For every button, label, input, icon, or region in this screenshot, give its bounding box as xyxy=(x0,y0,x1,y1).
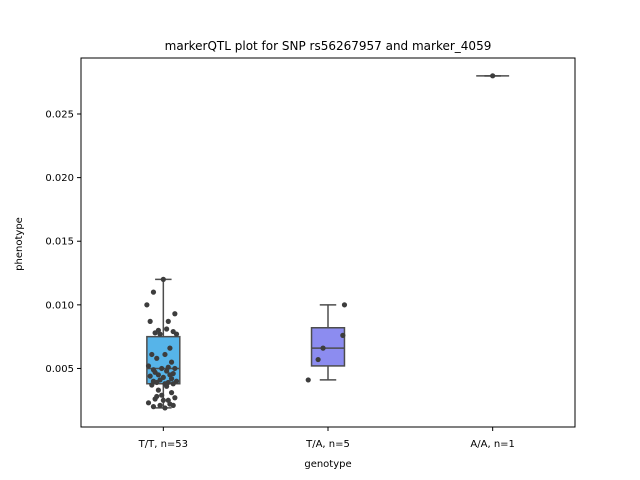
y-tick-label: 0.020 xyxy=(45,173,74,184)
data-point xyxy=(144,302,150,308)
data-point xyxy=(170,381,176,387)
data-point xyxy=(159,392,165,398)
data-point xyxy=(147,373,153,379)
data-point xyxy=(172,395,178,401)
data-point xyxy=(490,73,496,79)
plot-area xyxy=(144,73,510,411)
data-point xyxy=(167,345,173,351)
data-point xyxy=(154,355,160,361)
data-point xyxy=(150,289,157,295)
data-point xyxy=(173,331,180,337)
data-point xyxy=(159,365,165,372)
y-tick-label: 0.010 xyxy=(45,300,74,311)
y-tick-label: 0.015 xyxy=(45,237,74,248)
data-point xyxy=(172,311,178,317)
points-0 xyxy=(144,276,180,411)
data-point xyxy=(164,326,170,332)
data-point xyxy=(315,356,321,363)
data-point xyxy=(340,332,346,338)
data-point xyxy=(155,387,161,393)
chart-title: markerQTL plot for SNP rs56267957 and ma… xyxy=(165,39,492,53)
data-point xyxy=(155,372,161,378)
x-tick-label: A/A, n=1 xyxy=(470,439,515,450)
box-0 xyxy=(146,278,181,409)
points-1 xyxy=(305,302,348,383)
data-point xyxy=(168,359,175,365)
data-point xyxy=(165,318,171,324)
data-point xyxy=(168,390,175,396)
data-point xyxy=(157,402,163,408)
axes: 0.005 0.010 0.015 0.020 0.025 T/T, n=53 T/A, n… xyxy=(45,109,515,450)
data-point xyxy=(145,400,152,406)
data-point xyxy=(162,405,168,411)
y-tick-label: 0.005 xyxy=(45,364,74,375)
data-point xyxy=(341,302,348,308)
data-point xyxy=(145,363,152,369)
data-point xyxy=(149,351,155,358)
data-point xyxy=(168,376,175,382)
x-tick-label: T/A, n=5 xyxy=(305,439,350,450)
data-point xyxy=(160,397,166,403)
data-point xyxy=(152,330,158,336)
data-point xyxy=(162,351,168,358)
x-axis-label: genotype xyxy=(304,459,351,470)
data-point xyxy=(172,365,178,372)
box-1 xyxy=(310,304,346,381)
data-point xyxy=(149,382,155,388)
data-point xyxy=(164,368,170,374)
data-point xyxy=(154,379,160,386)
points-2 xyxy=(490,73,496,79)
data-point xyxy=(147,318,153,324)
data-point xyxy=(164,383,170,389)
data-point xyxy=(170,402,176,408)
y-axis-label: phenotype xyxy=(14,217,25,271)
data-point xyxy=(305,377,311,383)
data-point xyxy=(154,393,160,400)
y-tick-label: 0.025 xyxy=(45,109,74,120)
data-point xyxy=(320,345,326,351)
box-body xyxy=(310,327,346,367)
x-tick-label: T/T, n=53 xyxy=(138,439,188,450)
data-point xyxy=(150,404,157,410)
data-point xyxy=(157,331,163,337)
data-point xyxy=(160,276,166,282)
